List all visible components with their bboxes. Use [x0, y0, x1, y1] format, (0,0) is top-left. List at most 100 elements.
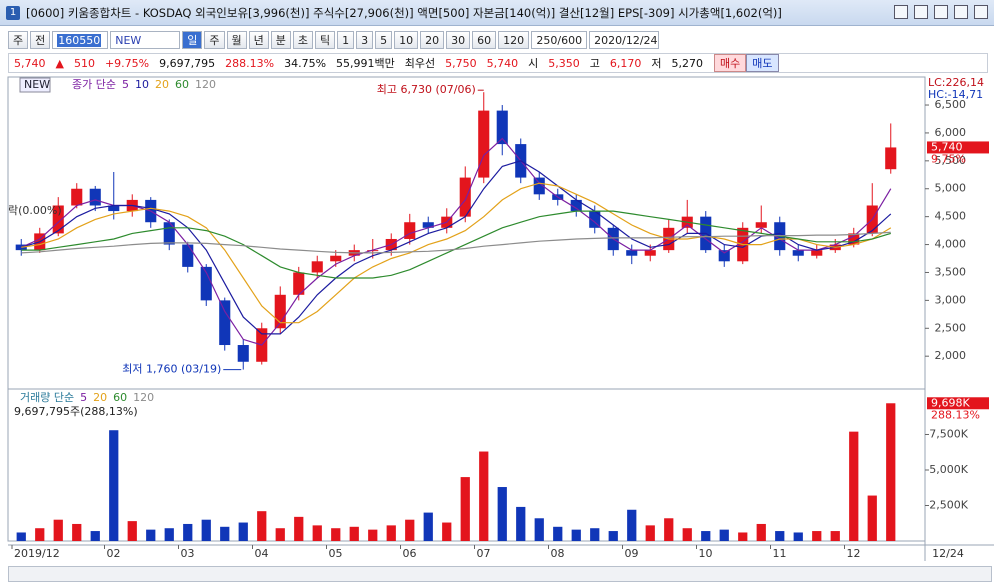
- y-tick-label: 2,500K: [929, 498, 968, 511]
- toolbar-button[interactable]: 주: [8, 30, 29, 49]
- toolbar-button[interactable]: 월: [226, 30, 247, 49]
- volume-bar: [164, 528, 174, 541]
- volume-bar: [719, 529, 729, 541]
- volume-bar: [442, 522, 452, 541]
- x-tick-label: 05: [329, 547, 343, 560]
- candle-body: [15, 244, 27, 251]
- high-annotation: 최고 6,730 (07/06): [377, 83, 476, 96]
- volume-bar: [682, 528, 692, 541]
- volume-bar: [201, 519, 211, 541]
- last-price: 5,740: [931, 140, 963, 153]
- quote-field: 5,350: [548, 56, 580, 70]
- volume-bar: [664, 518, 674, 541]
- y-tick-label: 5,000: [935, 182, 967, 195]
- volume-bar: [738, 532, 748, 541]
- title-bar: 1 [0600] 키움종합차트 - KOSDAQ 외국인보유[3,996(천)]…: [0, 0, 994, 26]
- candle-body: [71, 188, 83, 206]
- window-icons: [894, 5, 988, 19]
- candle-body: [811, 250, 823, 256]
- toolbar-button[interactable]: 20: [420, 30, 445, 49]
- icon[interactable]: [934, 5, 948, 19]
- buy-button[interactable]: 매수: [714, 54, 747, 72]
- toolbar-button[interactable]: 1: [337, 30, 355, 49]
- toolbar-button[interactable]: 120: [498, 30, 530, 49]
- volume-bar: [220, 526, 230, 541]
- volume-bar: [53, 519, 63, 541]
- volume-bar: [516, 506, 526, 541]
- volume-bar: [368, 529, 378, 541]
- volume-bar: [627, 509, 637, 541]
- quote-field: 6,170: [609, 56, 642, 70]
- toolbar-button[interactable]: 주: [204, 30, 225, 49]
- icon[interactable]: [954, 5, 968, 19]
- volume-bar: [886, 403, 896, 541]
- stock-code: 160550: [57, 33, 102, 47]
- icon[interactable]: [974, 5, 988, 19]
- toolbar-button[interactable]: 2020/12/24: [589, 30, 660, 49]
- y-tick-label: 5,500: [935, 154, 967, 167]
- toolbar-button[interactable]: 10: [394, 30, 419, 49]
- toolbar-button[interactable]: 3: [356, 30, 374, 49]
- scrollbar[interactable]: [8, 566, 992, 582]
- sell-button[interactable]: 매도: [746, 54, 779, 72]
- volume-bar: [275, 528, 285, 541]
- candle-body: [496, 110, 508, 145]
- moving-average: [21, 182, 892, 324]
- volume-bar: [146, 529, 156, 541]
- legend-entry: 10: [135, 78, 149, 91]
- volume-bar: [460, 477, 470, 541]
- x-tick-label: 03: [181, 547, 195, 560]
- quote-field: 288.13%: [225, 56, 275, 70]
- moving-average: [21, 160, 892, 335]
- quote-field: 시: [528, 57, 539, 70]
- candle-body: [182, 244, 194, 267]
- low-annotation: 최저 1,760 (03/19): [122, 363, 221, 376]
- volume-bar: [349, 526, 359, 541]
- toolbar-button[interactable]: 년: [248, 30, 269, 49]
- icon[interactable]: [894, 5, 908, 19]
- volume-legend: 거래량 단순 5 20 60 120: [20, 391, 154, 404]
- candle-body: [885, 147, 897, 170]
- toolbar-button[interactable]: 전: [30, 30, 51, 49]
- quote-field: 5,740: [14, 56, 46, 70]
- volume-bar: [479, 451, 489, 541]
- candle-body: [52, 205, 64, 234]
- candle-body: [644, 250, 656, 256]
- toolbar-button[interactable]: 5: [375, 30, 393, 49]
- x-end-label: 12/24: [932, 547, 964, 560]
- quote-field: 510: [73, 56, 95, 70]
- price-pane: [7, 76, 926, 391]
- candle-body: [163, 222, 175, 245]
- legend-label: 종가 단순: [72, 78, 116, 91]
- x-tick-label: 09: [625, 547, 639, 560]
- legend-entry: 120: [195, 78, 216, 91]
- volume-bar: [812, 531, 822, 541]
- y-tick-label: 4,000: [935, 238, 967, 251]
- candle-body: [459, 177, 471, 217]
- toolbar-button[interactable]: 분: [270, 30, 291, 49]
- quote-field: 34.75%: [284, 56, 327, 70]
- volume-bar: [386, 525, 396, 541]
- toolbar-button[interactable]: NEW: [110, 30, 181, 49]
- toolbar-button[interactable]: 250/600: [531, 30, 588, 49]
- toolbar-button[interactable]: 틱: [315, 30, 336, 49]
- x-tick-label: 02: [107, 547, 121, 560]
- toolbar-button[interactable]: 30: [446, 30, 471, 49]
- legend-entry: 60: [113, 391, 127, 404]
- volume-bar: [645, 525, 655, 541]
- candle-body: [533, 177, 545, 195]
- corner-label: HC:-14,71: [928, 88, 983, 101]
- volume-bar: [793, 532, 803, 541]
- toolbar-button[interactable]: 일: [182, 30, 203, 49]
- candle-body: [755, 222, 767, 228]
- legend-tag-box: [19, 77, 51, 93]
- toolbar-button[interactable]: 초: [292, 30, 313, 49]
- volume-bar: [16, 532, 26, 541]
- toolbar-button[interactable]: 60: [472, 30, 497, 49]
- y-tick-label: 4,500: [935, 210, 967, 223]
- x-tick-label: 04: [255, 547, 269, 560]
- toolbar-button[interactable]: 160550: [52, 30, 109, 49]
- last-change: 9.75%: [931, 152, 966, 165]
- icon[interactable]: [914, 5, 928, 19]
